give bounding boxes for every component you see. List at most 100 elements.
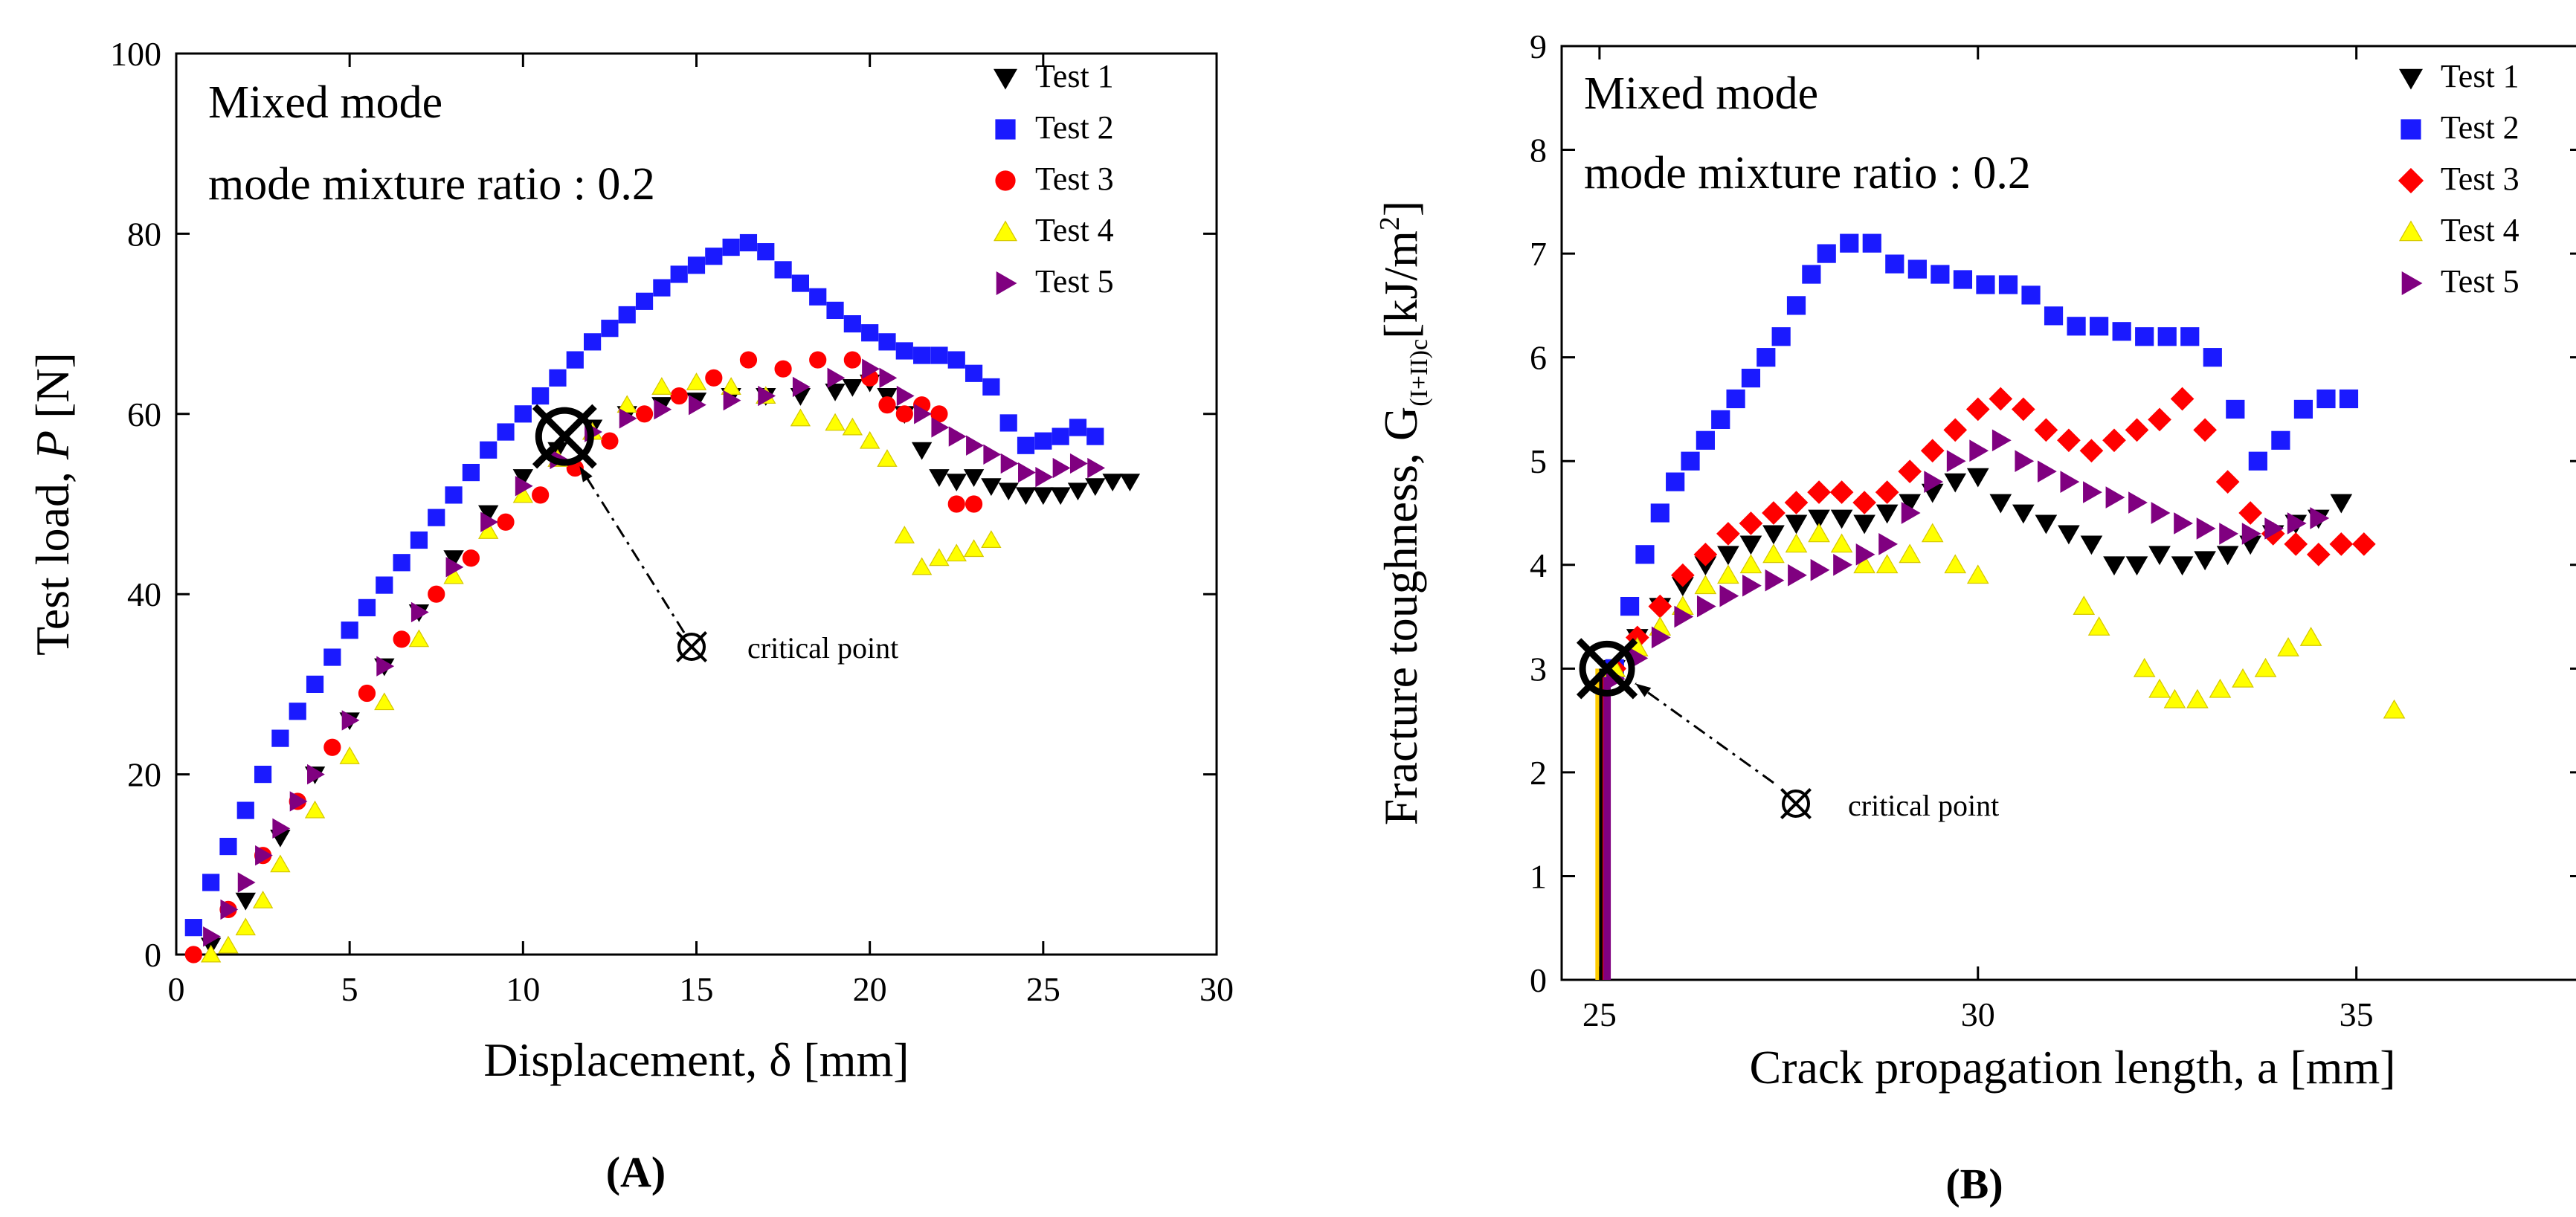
data-point (2012, 504, 2035, 524)
data-point (1666, 472, 1685, 491)
data-point (1901, 502, 1921, 524)
x-tick-label: 35 (2340, 995, 2374, 1033)
data-point (1739, 554, 1762, 574)
data-point (1620, 596, 1640, 616)
data-point (895, 405, 913, 423)
data-point (618, 306, 636, 324)
data-point (1833, 553, 1852, 576)
data-point (323, 738, 341, 756)
data-point (982, 378, 1000, 396)
data-point (739, 351, 758, 369)
data-point (184, 946, 202, 963)
data-point (998, 482, 1019, 501)
data-point (1102, 474, 1123, 492)
data-point (721, 377, 741, 395)
y-axis-label-subscript: (I+II)c (1405, 339, 1433, 407)
data-point (1717, 546, 1739, 566)
series-test-2 (184, 233, 1104, 937)
y-axis-label-text: Test load, (26, 459, 79, 656)
y-tick-label: 6 (1530, 339, 1547, 377)
data-point (341, 622, 358, 639)
data-point (445, 486, 463, 504)
data-point (1087, 457, 1106, 479)
data-point (304, 800, 326, 819)
x-axis-ticks: 25 30 35 (1582, 46, 2374, 1033)
series-test-1 (1603, 468, 2353, 679)
data-point (619, 408, 637, 429)
data-point (410, 531, 428, 549)
data-point (1853, 514, 1875, 535)
data-point (809, 351, 827, 369)
data-point (1033, 487, 1054, 506)
data-point (2293, 399, 2313, 419)
data-point (2174, 512, 2193, 535)
data-point (966, 435, 984, 456)
critical-cross-b (532, 404, 597, 469)
x-tick-label: 20 (853, 970, 887, 1008)
data-point (2148, 546, 2171, 566)
data-point (1921, 523, 1944, 543)
data-point (878, 396, 896, 414)
data-point (1953, 270, 1973, 289)
data-point (323, 648, 341, 666)
legend-label-test-4: Test 4 (2441, 212, 2519, 248)
annotation-ratio: mode mixture ratio : 0.2 (208, 159, 655, 210)
legend-marker-test-1 (994, 68, 1017, 90)
data-point (1944, 554, 1967, 574)
data-point (2021, 285, 2041, 305)
data-point (930, 346, 948, 364)
data-point (289, 791, 308, 812)
data-point (809, 288, 827, 306)
y-axis-label-variable: P (26, 430, 79, 460)
legend-marker-test-4 (994, 220, 1017, 242)
data-point (963, 539, 985, 558)
data-point (2241, 523, 2261, 545)
data-point (549, 369, 567, 387)
data-point (774, 360, 792, 378)
data-point (1840, 233, 1859, 253)
data-point (1693, 542, 1718, 566)
data-point (218, 935, 239, 954)
data-point (2060, 471, 2080, 493)
data-point (895, 342, 913, 360)
y-tick-label: 8 (1530, 132, 1547, 170)
data-point (1651, 626, 1671, 649)
data-point (790, 408, 811, 427)
legend-label-test-3: Test 3 (1035, 161, 1114, 197)
legend-label-test-5: Test 5 (2441, 263, 2519, 300)
data-point (965, 364, 983, 382)
data-point (894, 526, 915, 543)
data-point (1946, 450, 1966, 473)
legend-marker-test-3 (2398, 167, 2424, 194)
data-point (1000, 453, 1019, 474)
y-tick-label: 20 (127, 756, 161, 794)
data-point (1899, 543, 1922, 564)
circled-x-icon (676, 631, 707, 662)
data-point (219, 837, 237, 856)
data-point (1830, 533, 1853, 553)
data-point (1862, 233, 1881, 253)
y-tick-label: 60 (127, 396, 161, 433)
chart-panel-a: 0 5 10 15 20 25 30 0 20 40 60 80 100 Displacement, δ … (26, 35, 1234, 1196)
data-point (307, 764, 325, 785)
data-point (963, 469, 985, 487)
data-point (722, 238, 740, 256)
data-point (2148, 407, 2171, 432)
data-point (723, 390, 741, 411)
data-point (911, 557, 933, 575)
critical-cross-b (676, 631, 707, 662)
data-point (1899, 494, 1922, 514)
data-point (705, 369, 723, 387)
data-point (911, 442, 933, 460)
series-test-5 (203, 358, 1106, 947)
data-point (981, 478, 1002, 497)
critical-circle (1782, 790, 1810, 818)
data-point (654, 399, 672, 420)
legend-marker-test-2 (2400, 119, 2421, 140)
data-point (2073, 595, 2096, 616)
data-point (237, 872, 256, 893)
data-point (2058, 525, 2080, 545)
data-point (878, 333, 896, 351)
y-tick-label: 0 (1530, 961, 1547, 999)
data-point (1018, 462, 1036, 483)
